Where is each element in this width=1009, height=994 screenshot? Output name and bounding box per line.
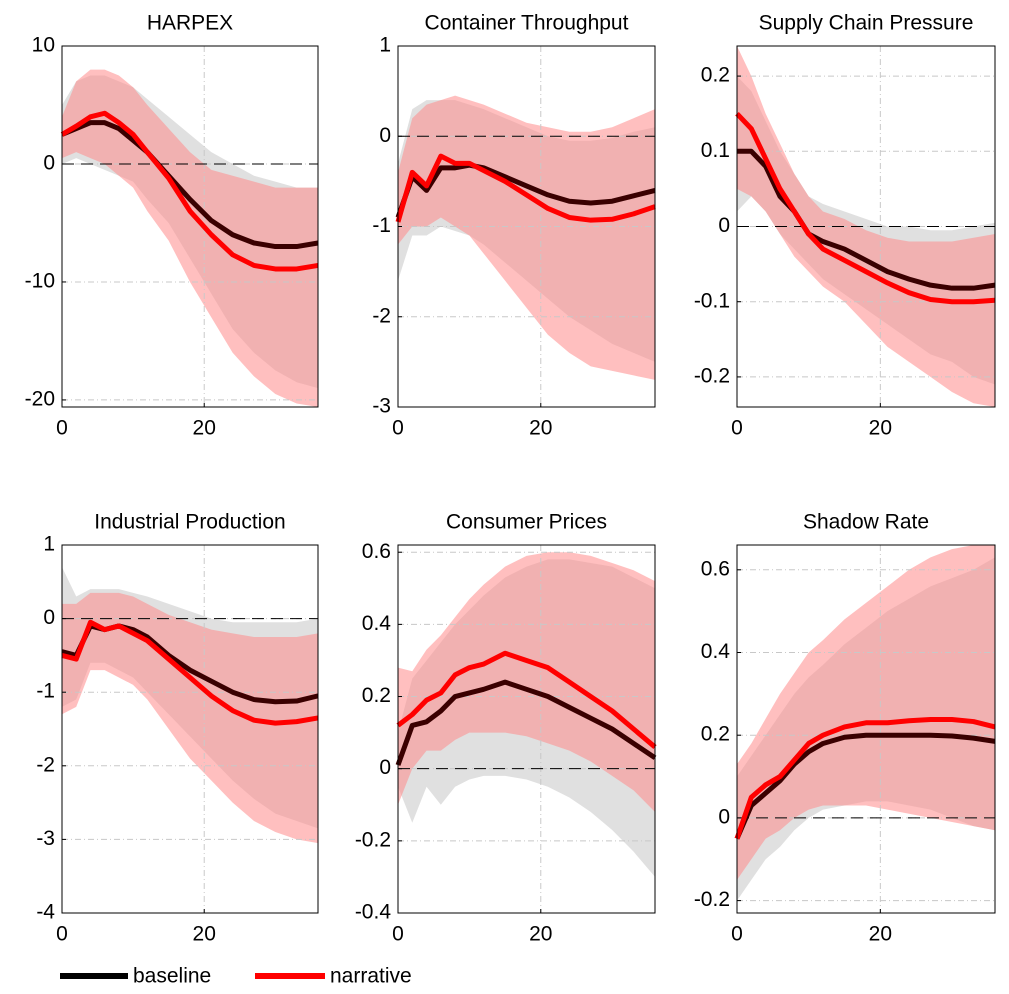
y-tick-label: 0 [379,756,391,779]
y-tick-label: -4 [36,901,55,924]
y-tick-label: -20 [25,387,55,410]
line-series [734,732,996,840]
line-series [396,650,657,749]
x-tick-label: 0 [392,417,404,440]
y-tick-label: -10 [25,269,55,292]
x-tick-label: 20 [529,923,552,946]
y-tick-label: 0 [43,606,55,629]
y-tick-label: 1 [379,34,391,57]
x-tick-label: 20 [193,417,216,440]
y-tick-label: -0.4 [355,901,392,924]
y-tick-label: -0.2 [694,888,730,911]
y-tick-label: 0 [379,124,391,147]
y-tick-label: 0.4 [701,640,731,663]
y-tick-label: -0.2 [694,364,730,387]
x-tick-label: 0 [731,923,743,946]
x-tick-label: 20 [869,417,892,440]
line-series [61,619,319,726]
y-tick-label: -2 [36,753,55,776]
chart-title: Consumer Prices [446,511,607,534]
line-series [735,111,996,305]
line-series [734,716,996,840]
chart-title: Industrial Production [94,511,285,534]
confidence-band [737,545,995,880]
plot-frame [61,544,319,914]
x-tick-label: 0 [56,417,68,440]
plot-frame [736,45,996,408]
line-series [737,148,996,291]
confidence-band [62,592,318,844]
confidence-band [737,46,995,407]
chart-title: Shadow Rate [803,511,929,534]
confidence-band [62,69,318,407]
y-tick-label: 0 [718,805,730,828]
confidence-band [398,552,655,812]
y-tick-label: -2 [372,304,391,327]
plot-frame [397,45,656,408]
legend-label: baseline [133,965,211,988]
x-tick-label: 0 [56,923,68,946]
y-tick-label: 1 [43,533,55,556]
x-tick-label: 20 [193,923,216,946]
y-tick-label: 0 [43,152,55,175]
y-tick-label: 0.2 [701,64,730,87]
x-tick-label: 0 [392,923,404,946]
y-tick-label: 0 [718,214,730,237]
chart-title: Supply Chain Pressure [759,12,974,35]
chart-title: Container Throughput [425,12,629,35]
plot-frame [736,544,996,914]
y-tick-label: -1 [372,214,391,237]
y-tick-label: -0.1 [694,289,730,312]
y-tick-label: 10 [32,34,55,57]
x-tick-label: 0 [731,417,743,440]
confidence-band [398,95,655,380]
legend-label: narrative [330,965,412,988]
y-tick-label: 0.6 [701,557,730,580]
y-tick-label: 0.2 [701,723,730,746]
line-series [395,153,656,223]
line-series [395,162,656,219]
y-tick-label: 0.2 [362,684,391,707]
y-tick-label: -3 [372,395,391,418]
y-tick-label: -1 [36,680,55,703]
y-tick-label: -3 [36,827,55,850]
chart-title: HARPEX [147,12,233,35]
y-tick-label: 0.6 [362,540,391,563]
y-tick-label: 0.4 [362,612,392,635]
line-series [395,679,657,766]
x-tick-label: 20 [529,417,552,440]
y-tick-label: 0.1 [701,139,730,162]
plot-frame [61,45,319,408]
y-tick-label: -0.2 [355,828,391,851]
x-tick-label: 20 [869,923,892,946]
line-series [60,110,319,272]
plot-frame [397,544,656,914]
